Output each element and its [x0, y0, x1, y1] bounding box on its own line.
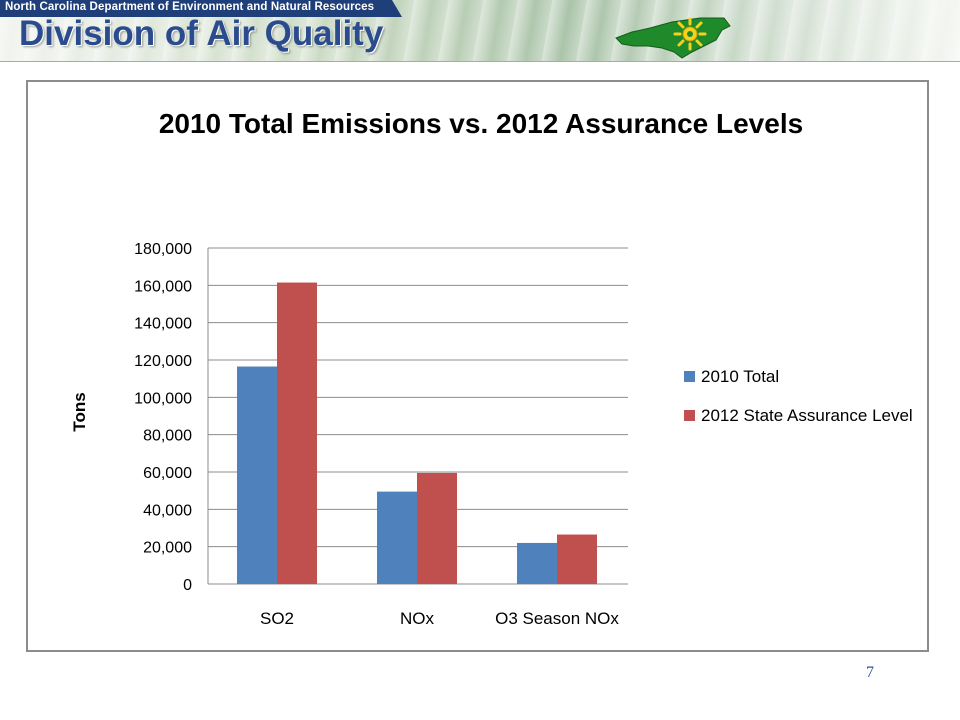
- bars: [237, 282, 597, 584]
- department-name: North Carolina Department of Environment…: [5, 1, 375, 13]
- y-tick-label: 0: [183, 577, 192, 594]
- legend-swatch: [684, 371, 695, 382]
- bar-2010-total-0: [237, 366, 277, 584]
- banner-divider: [0, 61, 960, 62]
- y-tick-label: 160,000: [134, 278, 192, 295]
- y-tick-label: 180,000: [134, 241, 192, 258]
- page-number: 7: [866, 664, 874, 681]
- division-title: Division of Air Quality: [19, 14, 384, 53]
- x-tick-label: O3 Season NOx: [495, 609, 619, 628]
- header-banner: North Carolina Department of Environment…: [0, 0, 960, 62]
- bar-2010-total-2: [517, 542, 557, 584]
- y-tick-label: 140,000: [134, 316, 192, 333]
- y-tick-label: 20,000: [143, 540, 192, 557]
- y-axis-label: Tons: [70, 392, 89, 431]
- chart-title: 2010 Total Emissions vs. 2012 Assurance …: [159, 108, 803, 139]
- bar-2012-assurance-1: [417, 472, 457, 584]
- bar-2012-assurance-2: [557, 534, 597, 584]
- emissions-chart: 2010 Total Emissions vs. 2012 Assurance …: [70, 108, 913, 628]
- x-axis-ticks: SO2 NOx O3 Season NOx: [260, 609, 619, 628]
- y-tick-label: 80,000: [143, 428, 192, 445]
- legend-label: 2010 Total: [701, 367, 779, 386]
- x-tick-label: SO2: [260, 609, 294, 628]
- legend-swatch: [684, 410, 695, 421]
- legend-label: 2012 State Assurance Level: [701, 406, 913, 425]
- x-tick-label: NOx: [400, 609, 435, 628]
- y-tick-label: 40,000: [143, 502, 192, 519]
- y-tick-label: 100,000: [134, 390, 192, 407]
- bar-2012-assurance-0: [277, 282, 317, 584]
- y-axis-ticks: 0 20,000 40,000 60,000 80,000 100,000 120,000 1…: [134, 241, 192, 594]
- nc-state-sun-icon: [615, 17, 731, 59]
- bar-2010-total-1: [377, 491, 417, 584]
- y-tick-label: 60,000: [143, 465, 192, 482]
- chart-frame: 2010 Total Emissions vs. 2012 Assurance …: [26, 80, 929, 652]
- y-tick-label: 120,000: [134, 353, 192, 370]
- department-bar: [0, 0, 402, 17]
- legend: 2010 Total 2012 State Assurance Level: [684, 367, 913, 425]
